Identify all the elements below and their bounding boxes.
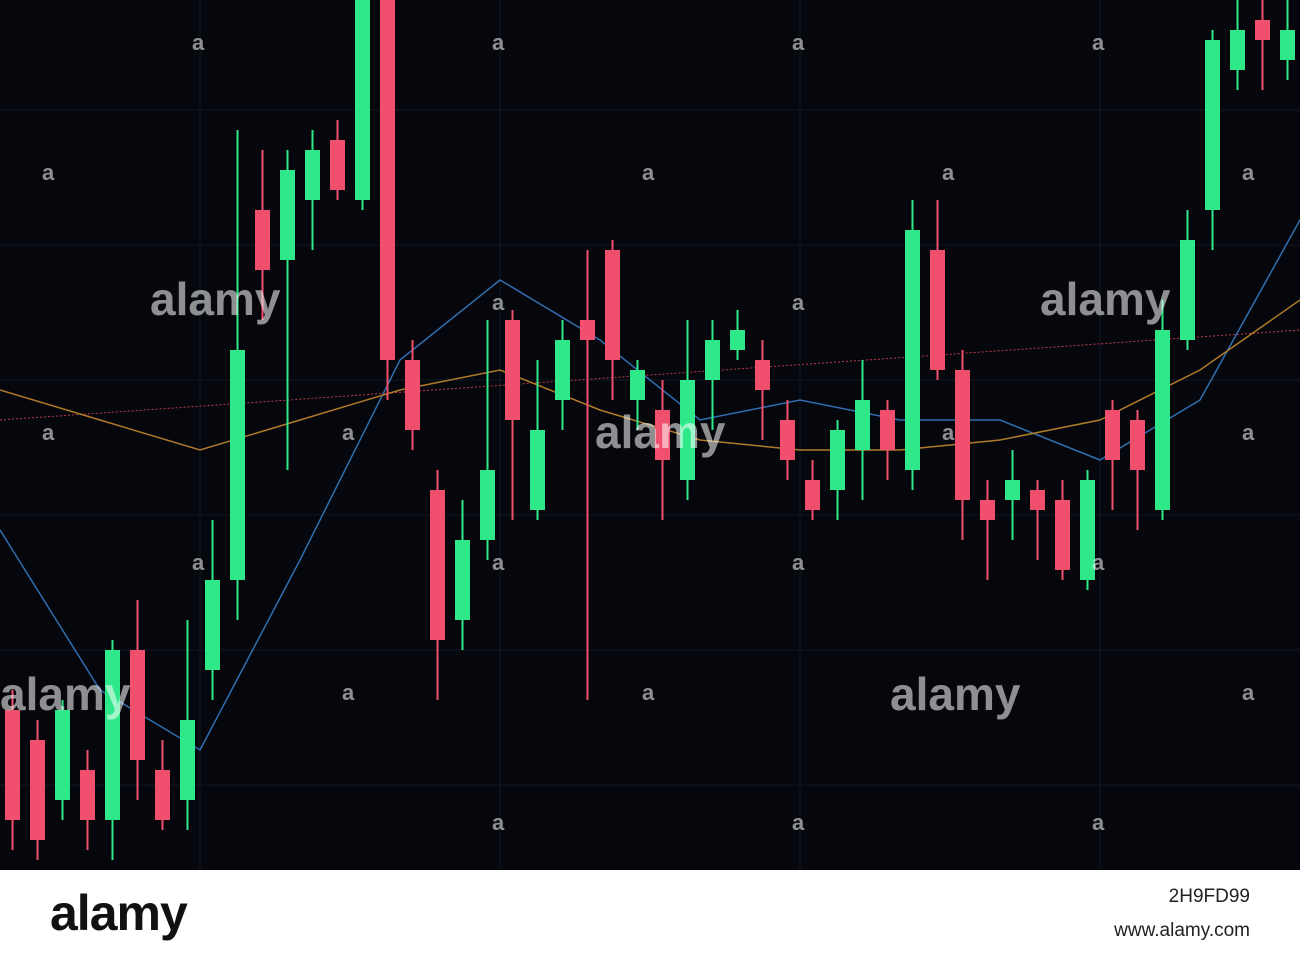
candle-body — [480, 470, 495, 540]
watermark-mark: a — [642, 160, 655, 185]
watermark-mark: a — [342, 680, 355, 705]
candle-body — [530, 430, 545, 510]
watermark-logo: alamy — [150, 273, 281, 325]
watermark-mark: a — [492, 30, 505, 55]
candle-body — [655, 410, 670, 460]
candle-body — [555, 340, 570, 400]
candle-body — [1230, 30, 1245, 70]
candle-body — [605, 250, 620, 360]
candle-body — [455, 540, 470, 620]
candle-body — [205, 580, 220, 670]
watermark-mark: a — [1242, 680, 1255, 705]
candle-body — [1005, 480, 1020, 500]
moving-average-line — [0, 299, 1300, 451]
candle-body — [980, 500, 995, 520]
candle-body — [830, 430, 845, 490]
candle-body — [930, 250, 945, 370]
candle-body — [680, 380, 695, 480]
watermark-mark: a — [1092, 30, 1105, 55]
candle-body — [1255, 20, 1270, 40]
moving-average-line — [0, 219, 1300, 752]
candle-body — [230, 350, 245, 580]
watermark-mark: a — [342, 420, 355, 445]
candle-body — [505, 320, 520, 420]
candle-body — [1205, 40, 1220, 210]
candle-body — [255, 210, 270, 270]
candle-body — [780, 420, 795, 460]
candle-body — [405, 360, 420, 430]
candle-body — [1155, 330, 1170, 510]
watermark-mark: a — [1242, 160, 1255, 185]
candle-body — [330, 140, 345, 190]
candle-body — [1180, 240, 1195, 340]
candle-body — [580, 320, 595, 340]
watermark-mark: a — [492, 290, 505, 315]
candle-body — [1130, 420, 1145, 470]
candle-body — [1080, 480, 1095, 580]
watermark-logo: alamy — [595, 406, 726, 458]
candle-body — [80, 770, 95, 820]
price-level-line — [0, 329, 1300, 421]
candle-body — [630, 370, 645, 400]
watermark-mark: a — [42, 420, 55, 445]
candle-body — [1280, 30, 1295, 60]
watermark-mark: a — [642, 680, 655, 705]
candle-body — [380, 0, 395, 360]
candle-body — [355, 0, 370, 200]
watermark-mark: a — [1242, 420, 1255, 445]
watermark-mark: a — [942, 420, 955, 445]
candle-body — [1030, 490, 1045, 510]
footer-logo: alamy — [50, 885, 188, 941]
candle-body — [5, 710, 20, 820]
candle-body — [130, 650, 145, 760]
watermark-mark: a — [192, 550, 205, 575]
watermark-mark: a — [1092, 810, 1105, 835]
watermark-mark: a — [492, 550, 505, 575]
footer-url: www.alamy.com — [1114, 920, 1250, 941]
image-id: 2H9FD99 — [1168, 886, 1250, 907]
candle-body — [55, 710, 70, 800]
candle-body — [155, 770, 170, 820]
watermark-logo: alamy — [890, 668, 1021, 720]
candle-body — [905, 230, 920, 470]
candle-body — [705, 340, 720, 380]
chart: alamy alamy alamy alamy alamy a a a a a … — [0, 0, 1300, 870]
watermark-mark: a — [792, 30, 805, 55]
candle-body — [755, 360, 770, 390]
candle-body — [105, 650, 120, 820]
watermark-mark: a — [792, 550, 805, 575]
candle-body — [880, 410, 895, 450]
watermark-mark: a — [942, 160, 955, 185]
watermark-mark: a — [492, 810, 505, 835]
candle-body — [180, 720, 195, 800]
candle-body — [430, 490, 445, 640]
watermark-mark: a — [792, 290, 805, 315]
candle-body — [955, 370, 970, 500]
watermark-logo: alamy — [0, 668, 131, 720]
candle-body — [280, 170, 295, 260]
candle-body — [1105, 410, 1120, 460]
watermark-mark: a — [192, 30, 205, 55]
candle-body — [730, 330, 745, 350]
candle-body — [30, 740, 45, 840]
candle-body — [855, 400, 870, 450]
watermark-logo: alamy — [1040, 273, 1171, 325]
candle-body — [305, 150, 320, 200]
watermark-mark: a — [1092, 550, 1105, 575]
watermark-mark: a — [42, 160, 55, 185]
candle-body — [805, 480, 820, 510]
watermark-mark: a — [792, 810, 805, 835]
candle-body — [1055, 500, 1070, 570]
footer: alamy 2H9FD99 www.alamy.com — [0, 870, 1300, 957]
